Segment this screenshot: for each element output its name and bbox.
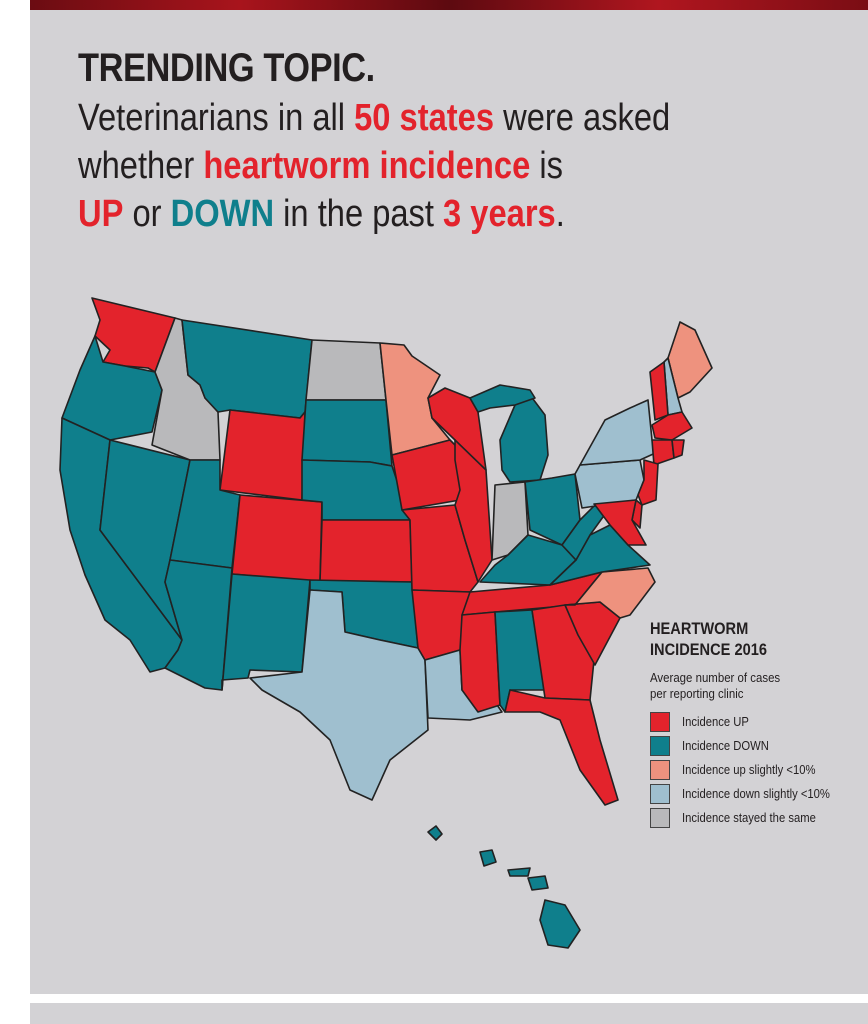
- legend-item: Incidence stayed the same: [650, 808, 860, 828]
- state-IL: [454, 439, 493, 583]
- state-CT: [651, 439, 675, 466]
- legend-label: Incidence DOWN: [682, 739, 769, 753]
- legend-item: Incidence up slightly <10%: [650, 760, 860, 780]
- state-CO: [231, 494, 323, 583]
- state-KS: [319, 519, 413, 583]
- state-NY: [579, 399, 663, 466]
- legend-items: Incidence UP Incidence DOWN Incidence up…: [650, 712, 860, 828]
- state-MD: [593, 499, 647, 546]
- headline-line-1: Veterinarians in all 50 states were aske…: [78, 97, 671, 139]
- header-image-strip: [30, 0, 868, 10]
- state-HI-bigisland: [539, 899, 581, 949]
- legend-item: Incidence down slightly <10%: [650, 784, 860, 804]
- state-WY: [219, 409, 306, 501]
- state-TX: [249, 589, 429, 801]
- legend-title: HEARTWORM INCIDENCE 2016: [650, 619, 768, 659]
- legend-item: Incidence DOWN: [650, 736, 860, 756]
- legend-label: Incidence down slightly <10%: [682, 787, 830, 801]
- state-MA: [651, 411, 693, 441]
- legend-label: Incidence up slightly <10%: [682, 763, 816, 777]
- state-HI-group: [427, 825, 581, 949]
- legend-swatch: [650, 784, 670, 804]
- state-MI: [499, 394, 549, 483]
- legend: HEARTWORM INCIDENCE 2016 Average number …: [650, 618, 860, 832]
- state-MI-upper: [469, 384, 536, 413]
- legend-swatch: [650, 760, 670, 780]
- state-SD: [301, 399, 393, 467]
- state-VT: [649, 361, 669, 421]
- headline-line-3: UP or DOWN in the past 3 years.: [78, 193, 565, 235]
- state-RI: [671, 439, 685, 459]
- legend-swatch: [650, 808, 670, 828]
- heading: TRENDING TOPIC.: [78, 46, 375, 90]
- legend-item: Incidence UP: [650, 712, 860, 732]
- state-ND: [305, 339, 387, 401]
- headline-line-2: whether heartworm incidence is: [78, 145, 563, 187]
- headline: Veterinarians in all 50 states were aske…: [78, 94, 697, 238]
- state-FL: [504, 689, 619, 806]
- legend-subtitle: Average number of cases per reporting cl…: [650, 670, 781, 701]
- state-HI-maui: [527, 875, 549, 891]
- state-OR: [61, 335, 163, 441]
- state-HI: [427, 825, 443, 841]
- legend-swatch: [650, 736, 670, 756]
- legend-label: Incidence stayed the same: [682, 811, 816, 825]
- state-NC: [564, 567, 656, 619]
- state-HI-molokai: [507, 867, 531, 877]
- legend-label: Incidence UP: [682, 715, 749, 729]
- state-NM: [221, 573, 311, 691]
- next-panel-edge: [30, 1003, 868, 1024]
- legend-swatch: [650, 712, 670, 732]
- state-HI-oahu: [479, 849, 497, 867]
